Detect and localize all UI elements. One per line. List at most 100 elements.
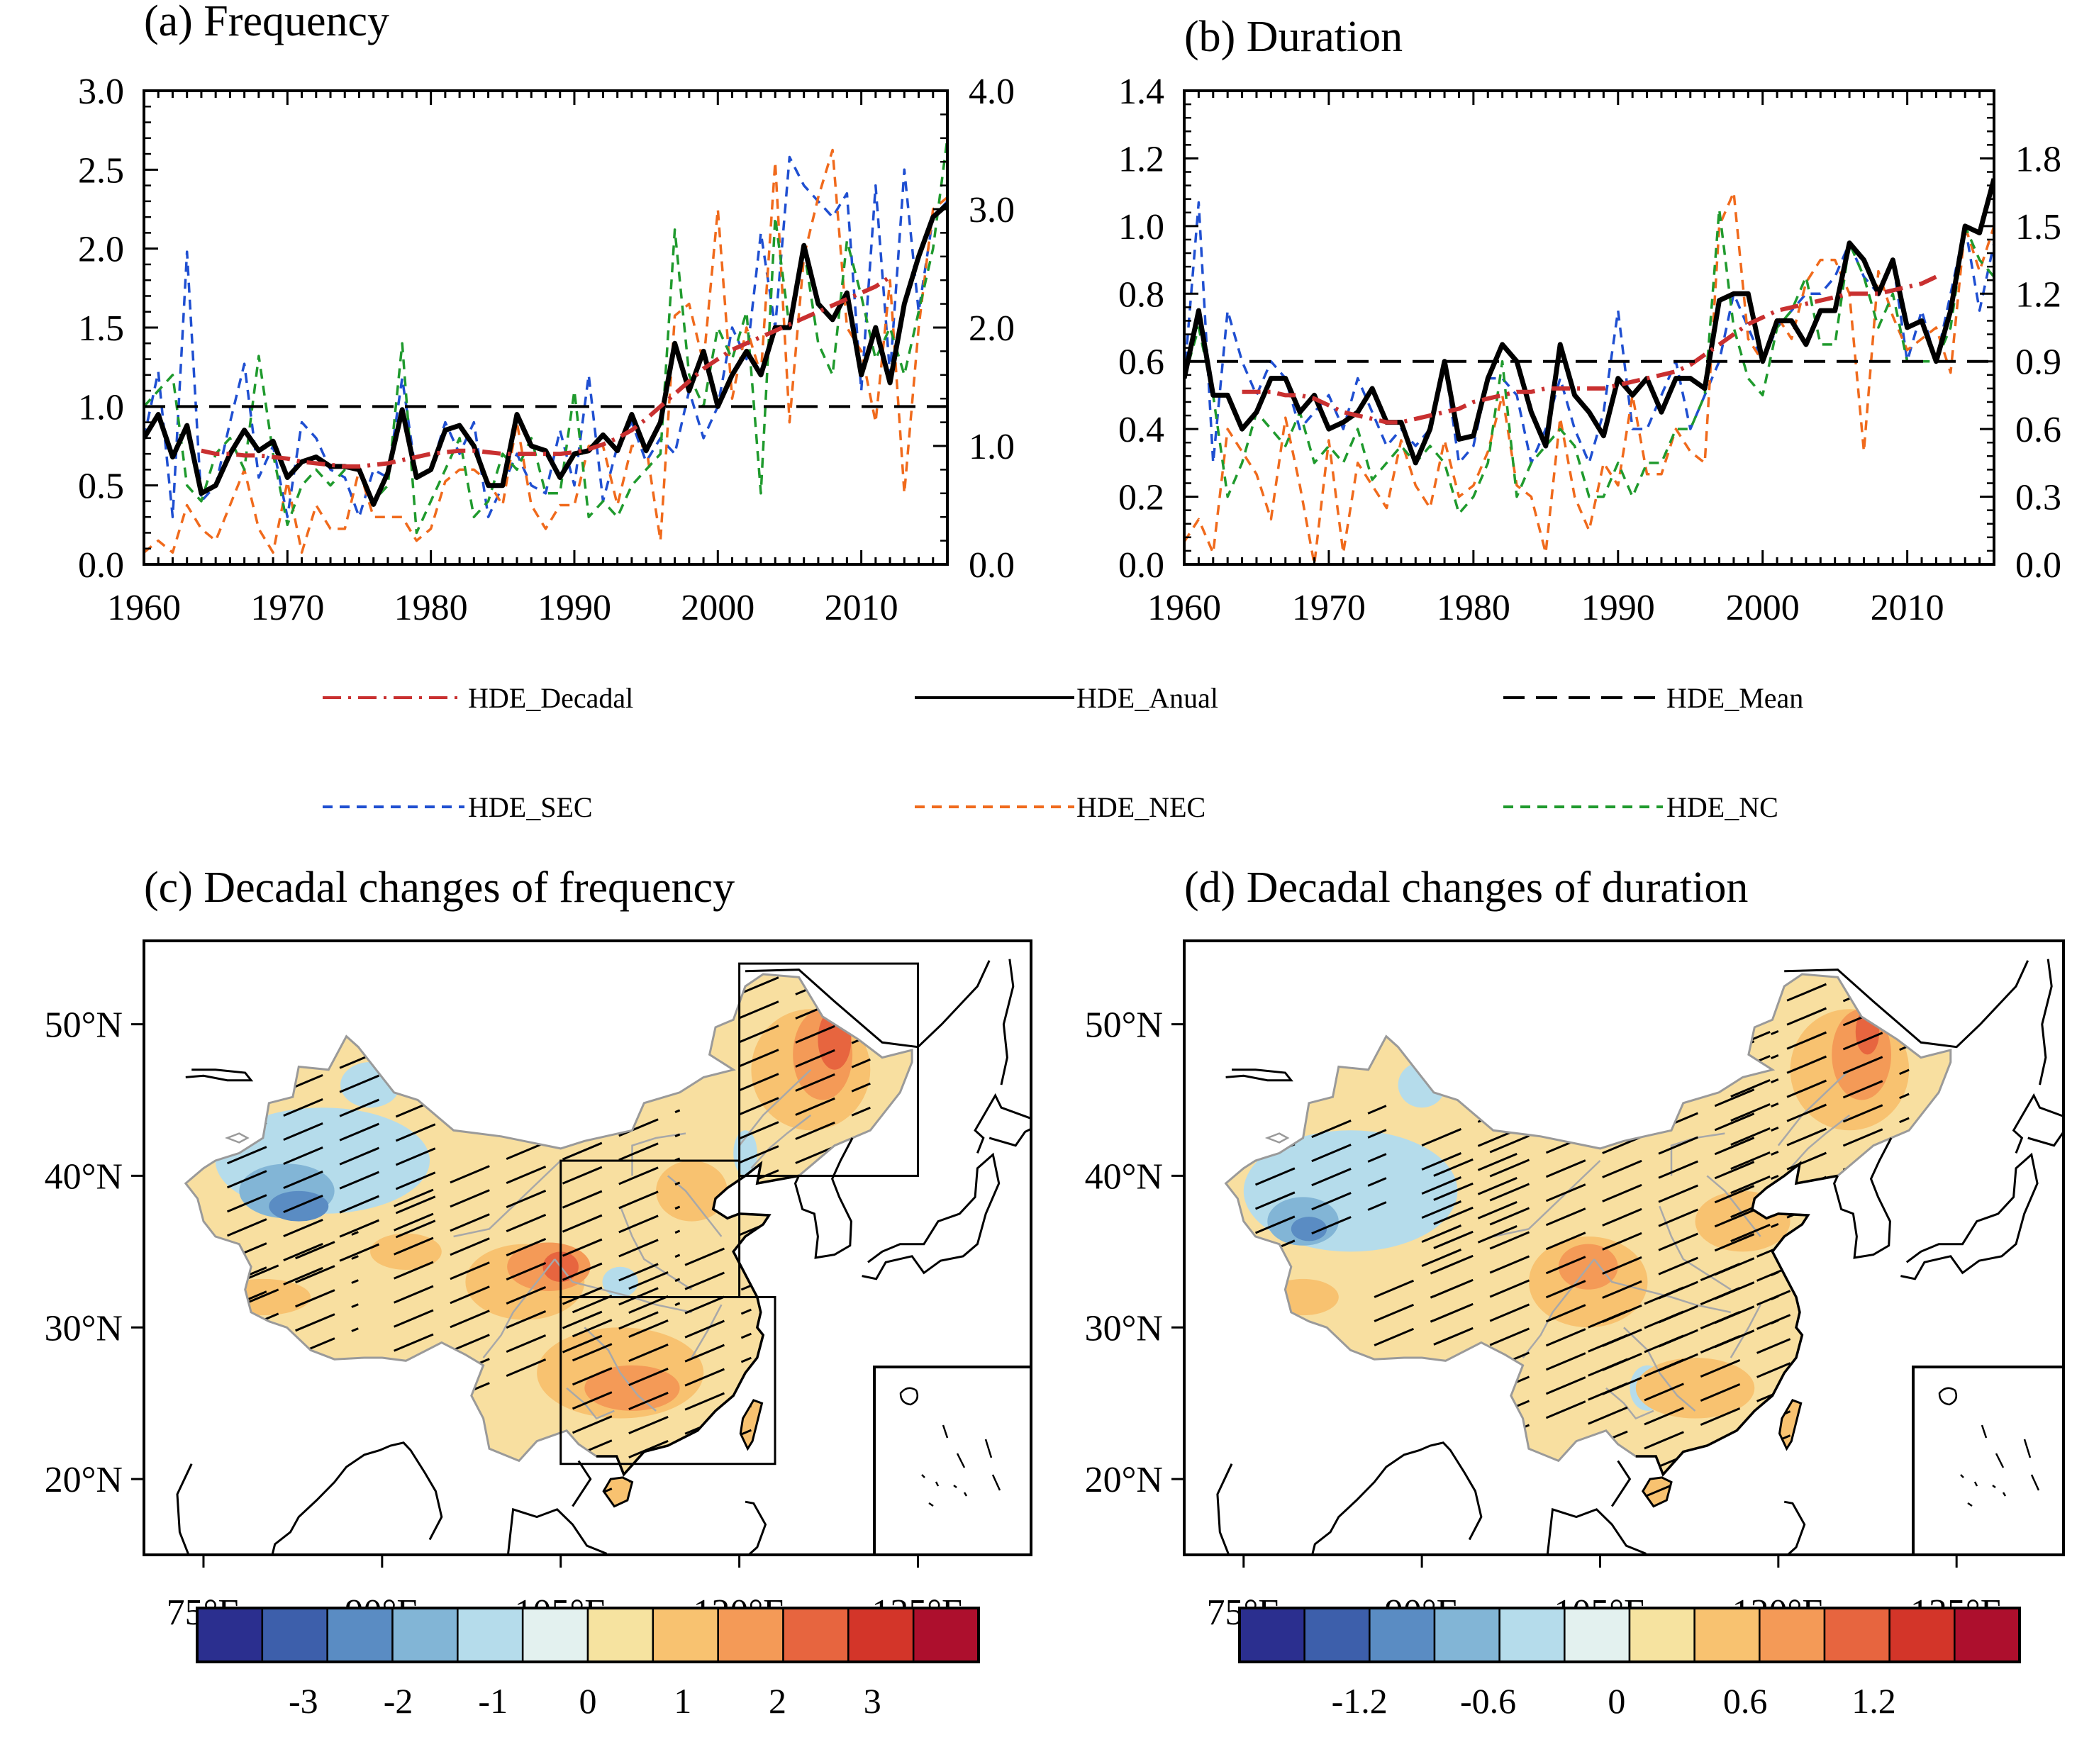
coastline <box>271 1441 443 1555</box>
panel-d-map-frame <box>1183 939 2065 1556</box>
y-tick-label-left: 0.2 <box>1118 478 1164 518</box>
province-boundary <box>584 1327 657 1412</box>
lat-tick-label: 50°N <box>1085 1005 1163 1046</box>
province-boundary <box>619 1205 693 1290</box>
colorbar-swatch <box>652 1607 719 1663</box>
taiwan-coast <box>1778 1399 1803 1451</box>
province-boundary <box>750 1114 812 1169</box>
hatch-line <box>1374 1319 1435 1346</box>
shaded-region <box>602 1266 638 1297</box>
x-tick-label: 1970 <box>250 588 324 628</box>
coastline <box>176 1463 193 1555</box>
colorbar-tick-label: -0.6 <box>1460 1681 1516 1721</box>
coastline <box>1610 1460 1632 1507</box>
province-boundary <box>738 1068 812 1146</box>
series-hde-sec <box>1184 201 1994 464</box>
hatch-line <box>1588 1362 1791 1449</box>
colorbar-swatch <box>1628 1607 1695 1663</box>
panel-c-inset-islands <box>899 1387 1001 1507</box>
hatch-line <box>1730 1020 1910 1098</box>
hatch-line <box>1421 1128 1517 1171</box>
hatch-line <box>1588 1338 1791 1425</box>
hatch-line <box>572 1260 752 1338</box>
legend-label-nc: HDE_NC <box>1666 791 1778 823</box>
y-tick-label-left: 2.5 <box>78 150 124 191</box>
hatch-line <box>394 1205 681 1328</box>
province-boundary <box>1777 1068 1851 1146</box>
hatch-line <box>1588 1241 1791 1329</box>
x-tick-label: 2010 <box>1871 588 1944 628</box>
y-tick-label-left: 1.0 <box>78 387 124 428</box>
series-hde-nec <box>144 148 947 554</box>
legend-item-anual: HDE_Anual <box>915 682 1218 714</box>
y-tick-label-right: 1.8 <box>2015 139 2061 179</box>
coastline <box>1000 959 1015 1085</box>
hatch-line <box>1254 1177 1387 1234</box>
lat-tick-label: 30°N <box>45 1308 123 1349</box>
lake-outline <box>224 1132 250 1144</box>
hatch-line <box>1421 1176 1517 1219</box>
hatch-line <box>572 1380 752 1458</box>
hatch-line <box>1254 1129 1387 1186</box>
colorbar-swatch <box>1303 1607 1371 1663</box>
hatch-line <box>572 1332 752 1410</box>
hatch-line <box>739 1082 871 1140</box>
x-tick-label: 1990 <box>538 588 611 628</box>
colorbar-swatch <box>1564 1607 1631 1663</box>
province-boundary <box>1730 1304 1761 1358</box>
colorbar-swatch <box>1433 1607 1500 1663</box>
y-tick-label-left: 0.0 <box>78 545 124 586</box>
legend-item-sec: HDE_SEC <box>323 791 593 823</box>
y-tick-label-right: 1.5 <box>2015 207 2061 247</box>
y-tick-label-left: 1.2 <box>1118 139 1164 179</box>
coastline <box>572 1460 592 1507</box>
coastline <box>1784 960 2029 1049</box>
hatch-line <box>739 986 871 1044</box>
lake-shore <box>1225 1068 1293 1082</box>
hatch-line <box>226 1144 442 1237</box>
colorbar-swatch <box>1888 1607 1956 1663</box>
hatch-line <box>739 1106 871 1164</box>
hatch-line <box>1433 1078 1779 1225</box>
legend-item-nc: HDE_NC <box>1503 791 1778 823</box>
panel-c-south-china-sea-inset <box>873 1366 1032 1556</box>
panel-d: (d) Decadal changes of duration 75°E90°E… <box>1051 864 2065 1721</box>
province-boundary <box>1706 1175 1761 1237</box>
hatch-line <box>1433 1198 1779 1346</box>
hatch-line <box>1421 1152 1517 1195</box>
region-box <box>738 962 919 1177</box>
coastline <box>793 1137 854 1259</box>
lat-tick-label: 20°N <box>1085 1460 1163 1500</box>
hatch-line <box>1433 1102 1779 1249</box>
hatch-line <box>1730 1068 1910 1146</box>
x-tick-label: 1980 <box>394 588 468 628</box>
colorbar-swatch <box>521 1607 589 1663</box>
colorbar-frame <box>1238 1607 2021 1663</box>
hatch-line <box>1374 1271 1435 1298</box>
panel-b-series-layer <box>1184 178 1994 564</box>
colorbar-swatch <box>586 1607 655 1663</box>
y-tick-label-left: 0.0 <box>1118 545 1164 586</box>
colorbar-swatch <box>261 1607 328 1663</box>
panel-b: (b) Duration 1960 1970 1980 1990 2000 2010 0.0… <box>1118 13 2061 628</box>
coastline <box>2039 959 2053 1085</box>
panel-b-axes: 1960 1970 1980 1990 2000 2010 0.0 0.2 0.4 0.6 0.8 1… <box>1118 72 2061 628</box>
coastline <box>745 1500 767 1555</box>
lat-tick-label: 40°N <box>45 1156 123 1197</box>
panel-d-map-layer <box>1051 959 2064 1555</box>
province-boundary <box>1605 1387 1654 1420</box>
y-tick-label-left: 2.0 <box>78 230 124 270</box>
coastline <box>862 1152 1001 1280</box>
hatch-line <box>238 1231 359 1283</box>
coastline <box>1833 1137 1893 1259</box>
colorbar-tick-label: 0 <box>1608 1681 1625 1721</box>
lake-shore <box>1051 1085 1077 1118</box>
hatch-line <box>739 1058 871 1116</box>
y-tick-label-left: 1.4 <box>1118 72 1164 112</box>
province-boundary <box>566 1387 615 1420</box>
panel-a-title: (a) Frequency <box>144 0 389 45</box>
panel-d-inset-islands <box>1938 1387 2040 1507</box>
lake-outline <box>1264 1132 1290 1144</box>
hatch-line <box>739 1034 871 1092</box>
panel-c-map-layer <box>176 959 1031 1555</box>
